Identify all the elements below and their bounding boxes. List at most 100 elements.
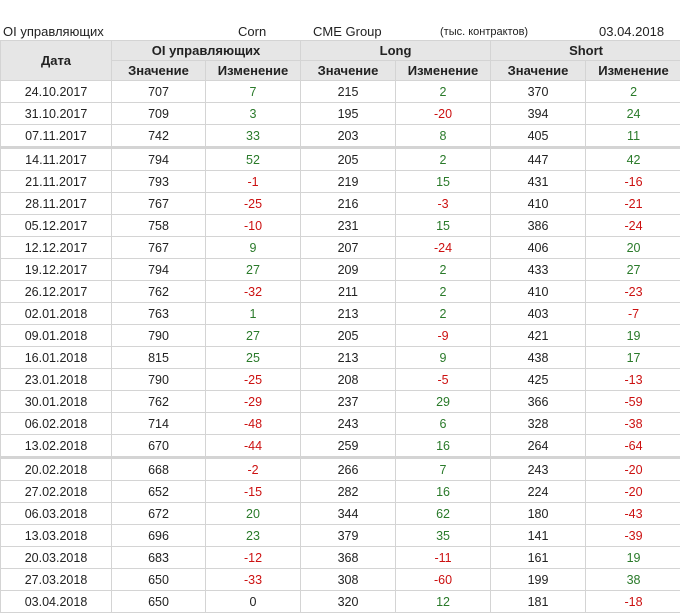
sub-header-change: Изменение bbox=[586, 61, 680, 81]
long-value-cell: 320 bbox=[301, 591, 396, 613]
oi-value-cell: 650 bbox=[112, 569, 206, 591]
long-change-cell: -9 bbox=[396, 325, 491, 347]
short-change-cell: 20 bbox=[586, 237, 680, 259]
short-change-cell: -7 bbox=[586, 303, 680, 325]
oi-value-cell: 742 bbox=[112, 125, 206, 148]
short-change-cell: -18 bbox=[586, 591, 680, 613]
short-value-cell: 181 bbox=[491, 591, 586, 613]
long-change-cell: 62 bbox=[396, 503, 491, 525]
oi-value-cell: 758 bbox=[112, 215, 206, 237]
oi-value-cell: 707 bbox=[112, 81, 206, 103]
report-header: OI управляющих Corn CME Group (тыс. конт… bbox=[0, 22, 680, 40]
long-value-cell: 211 bbox=[301, 281, 396, 303]
oi-change-cell: 27 bbox=[206, 259, 301, 281]
date-cell: 16.01.2018 bbox=[1, 347, 112, 369]
long-change-cell: 2 bbox=[396, 259, 491, 281]
date-cell: 27.02.2018 bbox=[1, 481, 112, 503]
oi-value-cell: 762 bbox=[112, 281, 206, 303]
oi-change-cell: 33 bbox=[206, 125, 301, 148]
short-value-cell: 433 bbox=[491, 259, 586, 281]
oi-change-cell: -29 bbox=[206, 391, 301, 413]
long-change-cell: 2 bbox=[396, 81, 491, 103]
short-value-cell: 410 bbox=[491, 193, 586, 215]
date-cell: 06.02.2018 bbox=[1, 413, 112, 435]
long-value-cell: 237 bbox=[301, 391, 396, 413]
short-change-cell: 11 bbox=[586, 125, 680, 148]
short-change-cell: 17 bbox=[586, 347, 680, 369]
oi-change-cell: -2 bbox=[206, 458, 301, 481]
group-header-long: Long bbox=[301, 41, 491, 61]
oi-change-cell: -25 bbox=[206, 369, 301, 391]
short-value-cell: 405 bbox=[491, 125, 586, 148]
date-cell: 14.11.2017 bbox=[1, 148, 112, 171]
oi-value-cell: 652 bbox=[112, 481, 206, 503]
short-value-cell: 243 bbox=[491, 458, 586, 481]
long-value-cell: 195 bbox=[301, 103, 396, 125]
long-change-cell: 15 bbox=[396, 215, 491, 237]
oi-change-cell: -33 bbox=[206, 569, 301, 591]
short-value-cell: 180 bbox=[491, 503, 586, 525]
oi-value-cell: 714 bbox=[112, 413, 206, 435]
long-change-cell: -11 bbox=[396, 547, 491, 569]
long-change-cell: -3 bbox=[396, 193, 491, 215]
oi-change-cell: -10 bbox=[206, 215, 301, 237]
long-value-cell: 209 bbox=[301, 259, 396, 281]
short-value-cell: 328 bbox=[491, 413, 586, 435]
short-value-cell: 141 bbox=[491, 525, 586, 547]
oi-value-cell: 650 bbox=[112, 591, 206, 613]
oi-change-cell: 9 bbox=[206, 237, 301, 259]
long-value-cell: 379 bbox=[301, 525, 396, 547]
long-change-cell: 29 bbox=[396, 391, 491, 413]
long-value-cell: 213 bbox=[301, 303, 396, 325]
long-value-cell: 243 bbox=[301, 413, 396, 435]
oi-change-cell: 52 bbox=[206, 148, 301, 171]
oi-value-cell: 767 bbox=[112, 193, 206, 215]
long-change-cell: -20 bbox=[396, 103, 491, 125]
long-change-cell: 6 bbox=[396, 413, 491, 435]
long-value-cell: 203 bbox=[301, 125, 396, 148]
units-label: (тыс. контрактов) bbox=[440, 26, 528, 38]
oi-change-cell: 25 bbox=[206, 347, 301, 369]
date-cell: 13.03.2018 bbox=[1, 525, 112, 547]
long-value-cell: 344 bbox=[301, 503, 396, 525]
date-cell: 09.01.2018 bbox=[1, 325, 112, 347]
short-change-cell: 27 bbox=[586, 259, 680, 281]
date-cell: 19.12.2017 bbox=[1, 259, 112, 281]
long-value-cell: 259 bbox=[301, 435, 396, 458]
oi-value-cell: 709 bbox=[112, 103, 206, 125]
short-change-cell: -59 bbox=[586, 391, 680, 413]
oi-change-cell: 27 bbox=[206, 325, 301, 347]
short-value-cell: 199 bbox=[491, 569, 586, 591]
oi-value-cell: 793 bbox=[112, 171, 206, 193]
long-value-cell: 205 bbox=[301, 325, 396, 347]
long-change-cell: 2 bbox=[396, 281, 491, 303]
short-change-cell: 24 bbox=[586, 103, 680, 125]
oi-value-cell: 668 bbox=[112, 458, 206, 481]
date-cell: 20.03.2018 bbox=[1, 547, 112, 569]
short-value-cell: 438 bbox=[491, 347, 586, 369]
date-cell: 12.12.2017 bbox=[1, 237, 112, 259]
oi-value-cell: 794 bbox=[112, 259, 206, 281]
sub-header-value: Значение bbox=[301, 61, 396, 81]
date-cell: 03.04.2018 bbox=[1, 591, 112, 613]
short-change-cell: -20 bbox=[586, 481, 680, 503]
long-value-cell: 207 bbox=[301, 237, 396, 259]
sub-header-change: Изменение bbox=[206, 61, 301, 81]
date-cell: 27.03.2018 bbox=[1, 569, 112, 591]
short-value-cell: 421 bbox=[491, 325, 586, 347]
sub-header-change: Изменение bbox=[396, 61, 491, 81]
long-value-cell: 216 bbox=[301, 193, 396, 215]
long-value-cell: 205 bbox=[301, 148, 396, 171]
